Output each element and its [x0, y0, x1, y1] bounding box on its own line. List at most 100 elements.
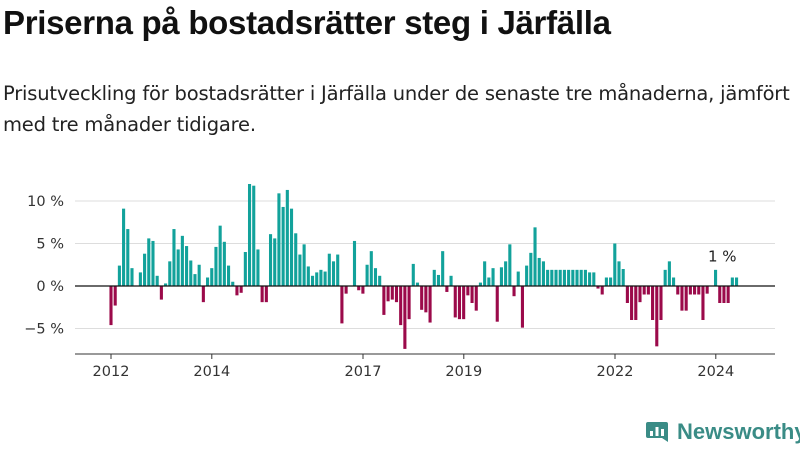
- bar: [189, 260, 193, 286]
- bar: [382, 286, 386, 315]
- bar: [575, 269, 579, 286]
- bar: [558, 269, 562, 286]
- bar: [319, 269, 323, 286]
- bar: [193, 274, 197, 286]
- bar: [281, 206, 285, 286]
- bar-layer: [109, 184, 739, 349]
- bar: [676, 286, 680, 295]
- bar: [701, 286, 705, 320]
- bar: [113, 286, 117, 306]
- bar: [260, 286, 264, 303]
- bar: [680, 286, 684, 311]
- newsworthy-logo-icon: [646, 422, 668, 442]
- bar: [180, 235, 184, 286]
- bar: [441, 251, 445, 286]
- bar: [352, 240, 357, 286]
- bar: [403, 286, 407, 349]
- bar: [256, 249, 260, 286]
- chart-title: Priserna på bostadsrätter steg i Järfäll…: [3, 4, 611, 41]
- bar: [663, 269, 667, 286]
- bar: [340, 286, 344, 324]
- bar: [373, 268, 378, 286]
- bar: [466, 286, 470, 296]
- bar: [206, 277, 210, 286]
- bar: [117, 265, 121, 286]
- bar: [143, 253, 147, 286]
- bar: [222, 241, 226, 286]
- bar: [730, 277, 734, 286]
- bar: [604, 277, 608, 286]
- bar: [512, 286, 516, 297]
- bar: [516, 271, 520, 286]
- newsworthy-logo: Newsworthy: [645, 419, 800, 445]
- bar: [651, 286, 655, 320]
- bar: [478, 282, 482, 286]
- bar: [722, 286, 726, 303]
- bar: [529, 252, 533, 286]
- bar: [277, 193, 281, 286]
- bar: [445, 286, 449, 292]
- bar: [176, 249, 180, 286]
- bar: [541, 261, 545, 286]
- bar: [273, 238, 277, 286]
- latest-value-annotation: 1 %: [708, 248, 737, 266]
- bar: [310, 275, 315, 286]
- bar: [483, 261, 487, 286]
- bar: [227, 265, 231, 286]
- bar: [520, 286, 524, 328]
- bar: [159, 286, 163, 300]
- bar: [344, 286, 348, 294]
- bar-chart: 10 % 5 % 0 % −5 % 2012 2014 2017 2019 2022 2024 1 …: [24, 184, 775, 380]
- bar: [268, 234, 273, 286]
- bar: [285, 189, 289, 286]
- bar: [235, 286, 239, 296]
- bar: [436, 274, 441, 286]
- chart-subtitle: Prisutveckling för bostadsrätter i Järfä…: [3, 82, 790, 136]
- bar: [499, 267, 503, 286]
- bar: [336, 254, 340, 286]
- bar: [684, 286, 688, 311]
- bar: [495, 286, 499, 322]
- bar: [302, 244, 306, 286]
- bar: [109, 286, 113, 326]
- bar: [138, 272, 142, 286]
- bar: [634, 286, 638, 320]
- bar: [432, 269, 436, 286]
- bar: [449, 275, 453, 286]
- bar: [693, 286, 697, 295]
- bar: [705, 286, 709, 294]
- bar: [579, 269, 583, 286]
- bar: [239, 286, 243, 293]
- bar: [462, 286, 466, 320]
- bar: [126, 229, 130, 286]
- bar: [399, 286, 403, 326]
- bar: [168, 261, 172, 286]
- bar: [504, 261, 508, 286]
- bar: [122, 208, 126, 286]
- bar: [630, 286, 634, 320]
- bar: [197, 264, 201, 286]
- bar: [306, 266, 310, 286]
- bar: [596, 286, 600, 289]
- x-tick-label: 2022: [597, 364, 634, 380]
- bar: [151, 240, 155, 286]
- bar: [294, 233, 298, 286]
- bar: [638, 286, 642, 303]
- bar: [172, 229, 176, 286]
- bar: [697, 286, 701, 295]
- x-tick-label: 2024: [697, 364, 734, 380]
- bar: [231, 281, 235, 286]
- bar: [617, 261, 621, 286]
- bar: [688, 286, 692, 295]
- bar: [726, 286, 730, 303]
- bar: [621, 269, 625, 286]
- bar: [525, 265, 529, 286]
- bar: [357, 286, 361, 291]
- x-tick-label: 2014: [193, 364, 230, 380]
- bar: [407, 286, 411, 320]
- bar: [567, 269, 571, 286]
- bar: [533, 227, 537, 286]
- bar: [369, 251, 373, 286]
- bar: [201, 286, 205, 303]
- bar: [474, 286, 478, 311]
